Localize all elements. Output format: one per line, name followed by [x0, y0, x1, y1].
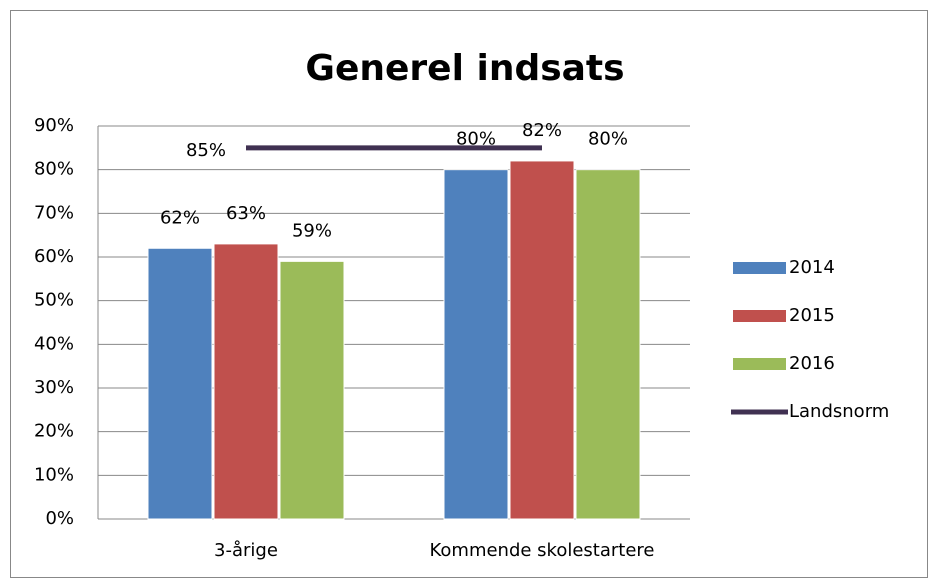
- data-label: 63%: [226, 203, 266, 224]
- bar: [575, 169, 641, 520]
- legend-swatch: [733, 310, 786, 322]
- y-tick-label: 20%: [34, 421, 74, 442]
- y-tick-label: 10%: [34, 464, 74, 485]
- bar: [213, 243, 279, 520]
- y-tick-label: 80%: [34, 159, 74, 180]
- y-tick-label: 0%: [45, 508, 74, 529]
- y-tick-label: 40%: [34, 333, 74, 354]
- reference-label: 85%: [186, 140, 226, 161]
- bar: [147, 247, 213, 520]
- data-label: 80%: [588, 129, 628, 150]
- legend-swatch: [733, 262, 786, 274]
- x-tick-label: 3-årige: [214, 540, 278, 561]
- y-tick-label: 50%: [34, 290, 74, 311]
- legend-label: 2014: [789, 257, 835, 278]
- y-tick-label: 90%: [34, 115, 74, 136]
- legend-label: Landsnorm: [789, 401, 889, 422]
- legend-swatch: [733, 358, 786, 370]
- data-label: 59%: [292, 220, 332, 241]
- bar: [509, 160, 575, 520]
- legend-label: 2015: [789, 305, 835, 326]
- legend-label: 2016: [789, 353, 835, 374]
- bar: [443, 169, 509, 520]
- y-tick-label: 70%: [34, 202, 74, 223]
- chart-title: Generel indsats: [305, 48, 624, 89]
- data-label: 80%: [456, 129, 496, 150]
- bar: [279, 260, 345, 520]
- data-label: 62%: [160, 207, 200, 228]
- data-label: 82%: [522, 120, 562, 141]
- x-tick-label: Kommende skolestartere: [429, 540, 654, 561]
- y-tick-label: 30%: [34, 377, 74, 398]
- y-tick-label: 60%: [34, 246, 74, 267]
